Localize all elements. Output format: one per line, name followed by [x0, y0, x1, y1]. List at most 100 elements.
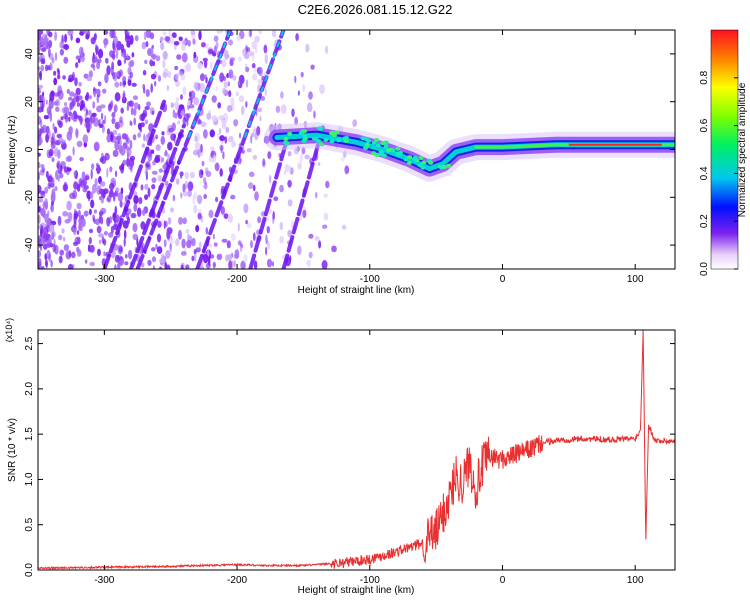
- noise-blob: [93, 141, 100, 152]
- noise-blob: [267, 240, 271, 250]
- noise-blob: [245, 79, 249, 88]
- noise-blob: [38, 206, 41, 212]
- noise-blob: [318, 161, 321, 167]
- noise-blob: [238, 132, 242, 139]
- noise-blob: [115, 187, 120, 193]
- noise-blob: [341, 156, 345, 162]
- noise-blob: [91, 54, 98, 63]
- noise-blob: [228, 135, 234, 143]
- noise-blob: [140, 184, 144, 191]
- noise-blob: [294, 75, 297, 84]
- noise-blob: [162, 31, 167, 36]
- trace-blob: [375, 143, 381, 148]
- noise-blob: [45, 261, 48, 269]
- noise-blob: [65, 156, 69, 162]
- noise-blob: [217, 132, 220, 140]
- noise-blob: [126, 40, 131, 48]
- noise-blob: [187, 100, 191, 106]
- noise-blob: [165, 249, 171, 259]
- noise-blob: [96, 185, 102, 195]
- noise-blob: [241, 105, 245, 116]
- noise-blob: [176, 54, 182, 60]
- noise-blob: [260, 96, 266, 101]
- noise-blob: [139, 113, 146, 122]
- noise-blob: [106, 133, 112, 143]
- noise-blob: [44, 198, 48, 206]
- noise-blob: [155, 134, 159, 140]
- noise-blob: [259, 115, 262, 122]
- noise-blob: [180, 251, 187, 256]
- noise-blob: [72, 146, 75, 156]
- noise-blob: [99, 104, 106, 109]
- noise-blob: [249, 30, 252, 38]
- noise-blob: [38, 66, 41, 71]
- noise-blob: [234, 249, 240, 259]
- noise-blob: [121, 96, 124, 104]
- noise-blob: [287, 199, 293, 207]
- noise-blob: [200, 121, 207, 128]
- noise-blob: [192, 38, 196, 45]
- noise-blob: [97, 248, 101, 257]
- noise-blob: [236, 35, 241, 41]
- noise-blob: [252, 73, 258, 81]
- noise-blob: [230, 194, 236, 200]
- noise-blob: [66, 88, 71, 94]
- noise-blob: [63, 102, 68, 107]
- noise-blob: [121, 133, 127, 140]
- noise-blob: [143, 31, 147, 41]
- noise-blob: [308, 233, 314, 239]
- noise-blob: [263, 44, 268, 54]
- trace-blob: [420, 165, 426, 170]
- noise-blob: [109, 166, 113, 173]
- noise-blob: [189, 90, 196, 100]
- noise-blob: [279, 221, 284, 231]
- noise-blob: [166, 85, 169, 91]
- noise-blob: [324, 45, 329, 54]
- noise-blob: [133, 191, 138, 196]
- noise-blob: [38, 250, 42, 258]
- noise-blob: [64, 44, 69, 51]
- noise-blob: [323, 193, 329, 198]
- noise-blob: [61, 107, 67, 114]
- noise-blob: [158, 168, 163, 173]
- noise-blob: [80, 55, 85, 63]
- noise-blob: [185, 264, 190, 269]
- noise-blob: [38, 106, 43, 113]
- noise-blob: [163, 151, 169, 157]
- noise-blob: [125, 34, 131, 40]
- noise-blob: [138, 197, 143, 205]
- trace-blob: [363, 146, 369, 151]
- noise-blob: [203, 194, 207, 199]
- noise-blob: [238, 143, 241, 148]
- noise-blob: [322, 224, 328, 229]
- noise-blob: [238, 56, 242, 62]
- noise-blob: [51, 57, 55, 64]
- noise-blob: [146, 101, 151, 107]
- noise-blob: [82, 177, 87, 187]
- noise-blob: [74, 77, 78, 87]
- noise-blob: [190, 30, 196, 36]
- noise-blob: [49, 62, 53, 71]
- trace-blob: [383, 144, 389, 149]
- noise-blob: [248, 171, 255, 177]
- noise-blob: [168, 127, 174, 133]
- noise-blob: [100, 156, 107, 164]
- noise-blob: [257, 30, 263, 35]
- noise-blob: [253, 260, 258, 269]
- trace-blob: [336, 138, 342, 143]
- noise-blob: [40, 163, 45, 170]
- noise-blob: [162, 72, 168, 79]
- trace-blob: [298, 130, 304, 135]
- noise-blob: [161, 131, 165, 136]
- noise-blob: [174, 65, 179, 71]
- x-tick-label: -200: [227, 575, 247, 586]
- noise-blob: [246, 47, 251, 53]
- noise-blob: [155, 144, 161, 151]
- noise-blob: [222, 88, 227, 95]
- noise-blob: [77, 223, 84, 232]
- noise-blob: [178, 216, 183, 225]
- noise-blob: [253, 66, 258, 73]
- noise-blob: [141, 41, 147, 50]
- noise-blob: [130, 121, 133, 127]
